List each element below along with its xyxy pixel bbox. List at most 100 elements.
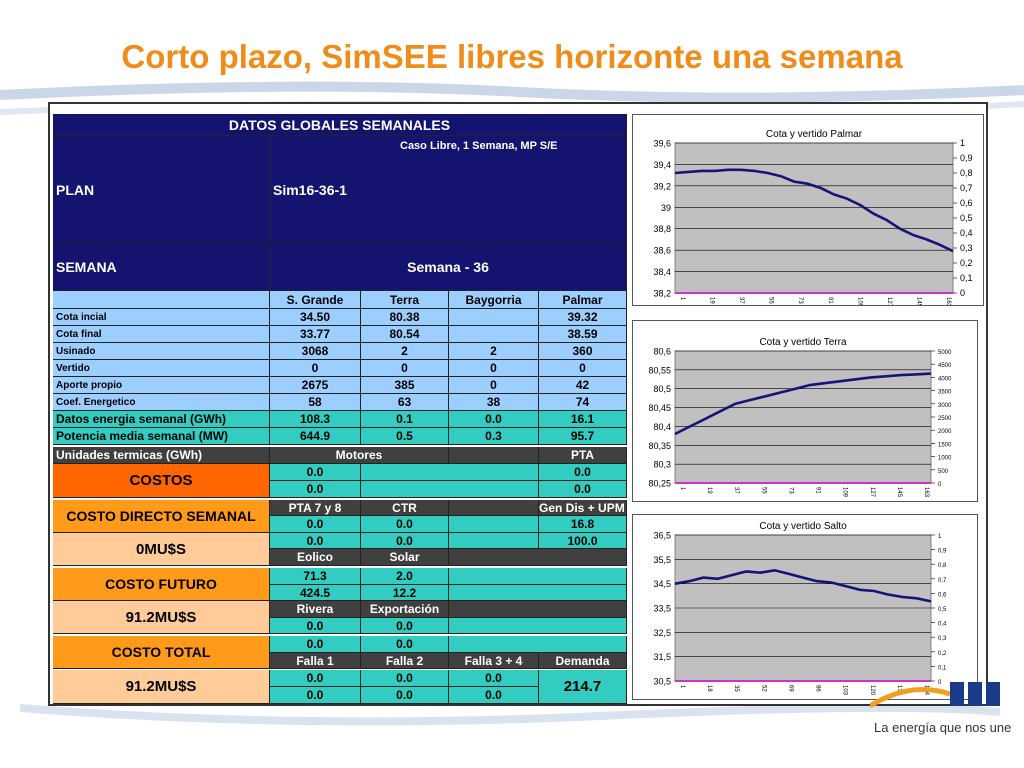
row-value: 33.77 (270, 326, 361, 343)
pta78-label: PTA 7 y 8 (270, 500, 361, 516)
x-tick-label: 145 (896, 487, 902, 498)
x-tick-label: 103 (842, 685, 848, 696)
chart-palmar: Cota y vertido Palmar 39,6 39,4 39,2 39 38,8 3… (653, 129, 973, 308)
falla1-label: Falla 1 (270, 653, 361, 669)
x-tick-label: 163 (923, 487, 929, 498)
row-value: 0 (270, 360, 361, 377)
eolico-val-1: 71.3 (270, 568, 361, 585)
solar-label: Solar (361, 549, 449, 566)
unidades-label: Unidades termicas (GWh) (53, 447, 270, 464)
y2-tick-label: 1 (960, 138, 965, 148)
semana-value: Semana - 36 (270, 244, 627, 291)
chart-terra: Cota y vertido Terra 80,6 80,55 80,5 80,45 80… (648, 337, 952, 498)
chart-panel-palmar: Cota y vertido Palmar 39,6 39,4 39,2 39 38,8 3… (632, 114, 984, 308)
falla34-label: Falla 3 + 4 (449, 653, 539, 669)
y-tick-label: 38,8 (653, 224, 671, 234)
row-value: 2 (449, 343, 539, 360)
pta-val-2: 0.0 (539, 481, 627, 498)
y-tick-label: 38,6 (653, 246, 671, 256)
pta78-val-2: 0.0 (270, 533, 361, 549)
y-tick-label: 80,6 (653, 347, 671, 357)
x-tick-label: 37 (733, 487, 739, 494)
chart-salto: Cota y vertido Salto 36,5 35,5 34,5 33,5 32,5… (653, 521, 947, 696)
y2-tick-label: 0,6 (938, 592, 947, 598)
y2-tick-label: 0 (960, 288, 965, 298)
y-tick-label: 39 (661, 203, 671, 213)
costo-total-label: COSTO TOTAL (53, 636, 270, 669)
falla34-val-2: 0.0 (449, 687, 539, 704)
row-value: 38 (449, 394, 539, 411)
motores-val-1: 0.0 (270, 464, 361, 481)
ctr-label: CTR (361, 500, 449, 516)
falla2-val-2: 0.0 (361, 687, 449, 704)
y2-tick-label: 2500 (938, 416, 952, 422)
page-title: Corto plazo, SimSEE libres horizonte una… (121, 38, 903, 75)
y-tick-label: 33,5 (653, 604, 671, 614)
x-tick-label: 127 (869, 487, 875, 498)
ctr-val-1: 0.0 (361, 516, 449, 533)
export-val-1: 0.0 (361, 618, 449, 634)
y-tick-label: 80,55 (648, 365, 671, 375)
caso-text: Caso Libre, 1 Semana, MP S/E (400, 140, 558, 152)
motores-label: Motores (270, 447, 449, 464)
demanda-value: 214.7 (539, 670, 627, 704)
motores-val-2: 0.0 (270, 481, 361, 498)
row-value: 385 (361, 377, 449, 394)
y-tick-label: 39,2 (653, 181, 671, 191)
logo-tagline: La energía que nos une (874, 720, 1012, 735)
ute-logo (870, 682, 1000, 709)
plot-area (674, 350, 932, 484)
blank-teal-5 (449, 618, 627, 634)
row-value: 0 (361, 360, 449, 377)
falla2-label: Falla 2 (361, 653, 449, 669)
y-tick-label: 31,5 (653, 652, 671, 662)
row-value: 108.3 (270, 411, 361, 428)
rivera-label: Rivera (270, 601, 361, 618)
pta-label: PTA (539, 447, 627, 464)
y-tick-label: 36,5 (653, 531, 671, 541)
y2-tick-label: 0 (938, 680, 942, 686)
blank-teal-4 (449, 585, 627, 601)
row-label: Cota incial (53, 309, 270, 326)
y2-tick-label: 0,7 (960, 183, 973, 193)
y2-tick-label: 0,8 (960, 168, 973, 178)
rivera-val-1: 0.0 (270, 618, 361, 634)
y-tick-label: 80,25 (648, 479, 671, 489)
row-value: 80.54 (361, 326, 449, 343)
y-tick-label: 80,45 (648, 403, 671, 413)
plan-block: Caso Libre, 1 Semana, MP S/E Sim16-36-1 (270, 136, 627, 244)
row-value: 0.5 (361, 428, 449, 445)
row-label: Potencia media semanal (MW) (53, 428, 270, 445)
y2-tick-label: 0,1 (960, 273, 973, 283)
y2-tick-label: 0,4 (938, 622, 947, 628)
row-value: 0 (449, 360, 539, 377)
row-value: 74 (539, 394, 627, 411)
pta-val-1: 0.0 (539, 464, 627, 481)
x-tick-label: 86 (815, 685, 821, 692)
y2-tick-label: 0,7 (938, 578, 947, 584)
y2-tick-label: 1 (938, 534, 942, 540)
x-tick-label: 73 (797, 297, 803, 304)
y2-tick-label: 0,9 (960, 153, 973, 163)
exportacion-label: Exportación (361, 601, 449, 618)
rivera-val-2: 0.0 (270, 636, 361, 653)
eolico-label: Eolico (270, 549, 361, 566)
row-value: 2 (361, 343, 449, 360)
x-tick-label: 1 (679, 297, 685, 301)
row-value: 34.50 (270, 309, 361, 326)
y-tick-label: 80,5 (653, 384, 671, 394)
row-value: 3068 (270, 343, 361, 360)
solar-val-2: 12.2 (361, 585, 449, 601)
blank-teal-2 (449, 533, 539, 549)
y2-tick-label: 0,2 (938, 651, 947, 657)
row-value: 16.1 (539, 411, 627, 428)
y2-tick-label: 0,5 (960, 213, 973, 223)
y2-tick-label: 5000 (938, 350, 952, 356)
y-tick-label: 30,5 (653, 677, 671, 687)
y2-tick-label: 3500 (938, 390, 952, 396)
main-frame: DATOS GLOBALES SEMANALES PLAN Caso Libre… (48, 102, 988, 706)
chart-title: Cota y vertido Palmar (766, 129, 863, 140)
y2-tick-label: 1000 (938, 456, 952, 462)
y-tick-label: 34,5 (653, 579, 671, 589)
y-tick-label: 80,35 (648, 441, 671, 451)
